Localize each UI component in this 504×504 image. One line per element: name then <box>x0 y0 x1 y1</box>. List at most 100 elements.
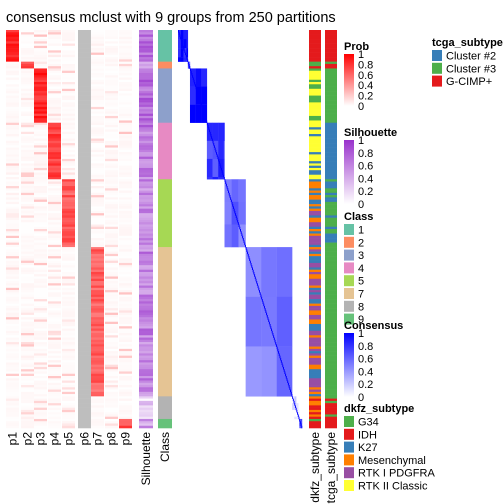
silhouette-cell <box>139 314 153 318</box>
prob-cell <box>119 154 132 157</box>
prob-cell <box>48 364 61 368</box>
silhouette-cell <box>139 326 153 329</box>
prob-cell <box>48 389 61 393</box>
prob-cell <box>48 308 61 311</box>
consensus-diagonal-cell <box>201 104 203 108</box>
prob-cell <box>34 342 47 345</box>
prob-cell <box>21 192 34 196</box>
prob-cell <box>78 292 91 295</box>
consensus-diagonal-cell <box>227 188 229 191</box>
prob-cell <box>48 321 61 325</box>
consensus-diagonal-cell <box>188 63 190 67</box>
prob-cell <box>6 226 19 230</box>
prob-cell <box>6 181 19 185</box>
prob-cell <box>91 233 104 237</box>
prob-cell <box>119 409 132 413</box>
prob-cell <box>6 296 19 300</box>
column-label: p6 <box>78 432 92 446</box>
consensus-diagonal-cell <box>216 152 218 155</box>
prob-cell <box>78 186 91 189</box>
prob-cell <box>119 143 132 146</box>
prob-cell <box>119 84 132 87</box>
silhouette-cell <box>139 145 153 148</box>
prob-cell <box>62 181 75 185</box>
prob-cell <box>62 199 75 203</box>
prob-cell <box>62 66 75 69</box>
prob-cell <box>48 348 61 352</box>
prob-cell <box>21 134 34 137</box>
silhouette-cell <box>139 337 153 341</box>
prob-cell <box>48 72 61 76</box>
silhouette-cell <box>139 303 153 307</box>
prob-cell <box>48 400 61 404</box>
prob-cell <box>78 405 91 408</box>
prob-cell <box>105 290 118 293</box>
prob-cell <box>78 213 91 216</box>
prob-cell <box>48 414 61 417</box>
prob-cell <box>91 140 104 144</box>
silhouette-cell <box>139 127 153 130</box>
prob-cell <box>21 292 34 295</box>
tcga-subtype-cell <box>325 183 337 187</box>
prob-cell <box>105 231 118 234</box>
consensus-diagonal-cell <box>256 283 258 286</box>
prob-cell <box>6 186 19 189</box>
prob-cell <box>34 387 47 390</box>
dkfz-subtype-cell <box>309 167 321 171</box>
dkfz-subtype-cell <box>309 373 321 377</box>
prob-cell <box>62 373 75 377</box>
prob-cell <box>48 109 61 112</box>
prob-cell <box>105 333 118 336</box>
dkfz-subtype-cell <box>309 100 321 103</box>
prob-cell <box>78 140 91 144</box>
prob-cell <box>21 242 34 246</box>
prob-cell <box>34 59 47 62</box>
dkfz-subtype-cell <box>309 57 321 60</box>
silhouette-cell <box>139 344 153 347</box>
silhouette-cell <box>139 348 153 352</box>
prob-cell <box>119 414 132 417</box>
consensus-diagonal-cell <box>193 79 195 83</box>
prob-cell <box>119 213 132 216</box>
consensus-matrix <box>178 30 303 429</box>
prob-cell <box>6 312 19 316</box>
prob-cell <box>78 95 91 99</box>
silhouette-cell <box>139 312 153 316</box>
prob-cell <box>78 181 91 185</box>
dkfz-subtype-cell <box>309 319 321 323</box>
tcga-subtype-cell <box>325 32 337 35</box>
prob-cell <box>6 192 19 196</box>
prob-cell <box>6 385 19 388</box>
prob-cell <box>34 102 47 105</box>
prob-cell <box>48 39 61 42</box>
prob-cell <box>48 41 61 44</box>
prob-cell <box>6 195 19 198</box>
prob-cell <box>6 167 19 171</box>
dkfz-subtype-cell <box>309 238 321 241</box>
consensus-diagonal-cell <box>276 346 278 350</box>
prob-cell <box>119 93 132 96</box>
dkfz-subtype-cell <box>309 229 321 232</box>
prob-cell <box>21 174 34 178</box>
dkfz-subtype-cell <box>309 206 321 209</box>
prob-cell <box>119 147 132 151</box>
consensus-diagonal-cell <box>234 210 236 214</box>
prob-cell <box>6 43 19 47</box>
tcga-subtype-cell <box>325 400 337 404</box>
prob-cell <box>34 215 47 218</box>
silhouette-cell <box>139 68 153 72</box>
prob-cell <box>34 290 47 293</box>
prob-cell <box>119 52 132 56</box>
prob-cell <box>91 72 104 76</box>
legend-label: 5 <box>358 276 364 288</box>
dkfz-subtype-cell <box>309 360 321 363</box>
prob-cell <box>78 93 91 96</box>
legend-swatch <box>344 262 354 274</box>
prob-cell <box>48 70 61 74</box>
prob-cell <box>48 215 61 218</box>
prob-cell <box>21 274 34 277</box>
consensus-diagonal-cell <box>200 102 202 105</box>
legend-swatch <box>344 441 354 453</box>
prob-cell <box>62 217 75 221</box>
tcga-subtype-cell <box>325 425 337 429</box>
